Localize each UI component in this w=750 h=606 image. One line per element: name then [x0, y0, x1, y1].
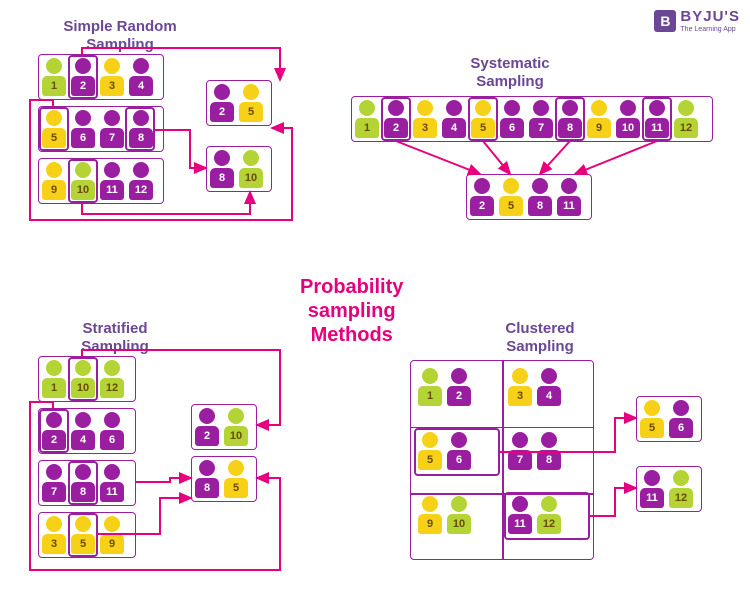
person-icon: 9 [100, 516, 124, 554]
brand-sub: The Learning App [680, 26, 740, 33]
brand-name: BYJU'S [680, 8, 740, 25]
person-icon: 10 [616, 100, 640, 138]
person-icon: 11 [557, 178, 581, 216]
person-icon: 9 [587, 100, 611, 138]
person-icon: 4 [71, 412, 95, 450]
group-box [381, 97, 411, 141]
person-icon: 5 [239, 84, 263, 122]
person-icon: 11 [100, 162, 124, 200]
person-icon: 4 [537, 368, 561, 406]
group-box [39, 107, 69, 151]
person-icon: 5 [224, 460, 248, 498]
person-icon: 7 [508, 432, 532, 470]
person-icon: 2 [195, 408, 219, 446]
person-icon: 11 [100, 464, 124, 502]
group-box [68, 513, 98, 557]
arrow [483, 141, 510, 174]
person-icon: 10 [239, 150, 263, 188]
group-box [414, 428, 500, 476]
person-icon: 1 [42, 58, 66, 96]
brand-icon: B [654, 10, 676, 32]
person-icon: 6 [71, 110, 95, 148]
person-icon: 8 [528, 178, 552, 216]
person-icon: 1 [355, 100, 379, 138]
stratified-title: StratifiedSampling [81, 320, 149, 356]
person-icon: 5 [499, 178, 523, 216]
person-icon: 7 [529, 100, 553, 138]
person-icon: 2 [470, 178, 494, 216]
person-icon: 3 [100, 58, 124, 96]
person-icon: 8 [537, 432, 561, 470]
clustered-title: ClusteredSampling [505, 320, 574, 356]
arrow [575, 141, 657, 174]
arrow [540, 141, 570, 174]
group-box [125, 107, 155, 151]
person-icon: 7 [42, 464, 66, 502]
person-icon: 6 [500, 100, 524, 138]
group-box [468, 97, 498, 141]
person-icon: 1 [418, 368, 442, 406]
arrow [396, 141, 480, 174]
person-icon: 12 [669, 470, 693, 508]
arrow [590, 488, 636, 516]
person-icon: 6 [669, 400, 693, 438]
person-icon: 7 [100, 110, 124, 148]
group-box [39, 409, 69, 453]
group-box [504, 492, 590, 540]
person-icon: 10 [447, 496, 471, 534]
person-icon: 9 [418, 496, 442, 534]
person-icon: 1 [42, 360, 66, 398]
simple-random-title: Simple RandomSampling [63, 18, 176, 54]
person-icon: 3 [42, 516, 66, 554]
person-icon: 2 [210, 84, 234, 122]
person-icon: 12 [100, 360, 124, 398]
systematic-title: SystematicSampling [470, 55, 549, 91]
person-icon: 4 [129, 58, 153, 96]
person-icon: 3 [508, 368, 532, 406]
group-box [68, 357, 98, 401]
person-icon: 12 [129, 162, 153, 200]
person-icon: 12 [674, 100, 698, 138]
arrow [136, 478, 191, 482]
person-icon: 3 [413, 100, 437, 138]
person-icon: 6 [100, 412, 124, 450]
person-icon: 10 [224, 408, 248, 446]
person-icon: 8 [195, 460, 219, 498]
person-icon: 8 [210, 150, 234, 188]
group-box [68, 461, 98, 505]
brand-logo: B BYJU'S The Learning App [654, 8, 740, 33]
group-box [68, 159, 98, 203]
group-box [642, 97, 672, 141]
group-box [68, 55, 98, 99]
person-icon: 9 [42, 162, 66, 200]
person-icon: 11 [640, 470, 664, 508]
group-box [555, 97, 585, 141]
main-title: Probability sampling Methods [300, 275, 403, 347]
person-icon: 2 [447, 368, 471, 406]
person-icon: 5 [640, 400, 664, 438]
person-icon: 4 [442, 100, 466, 138]
